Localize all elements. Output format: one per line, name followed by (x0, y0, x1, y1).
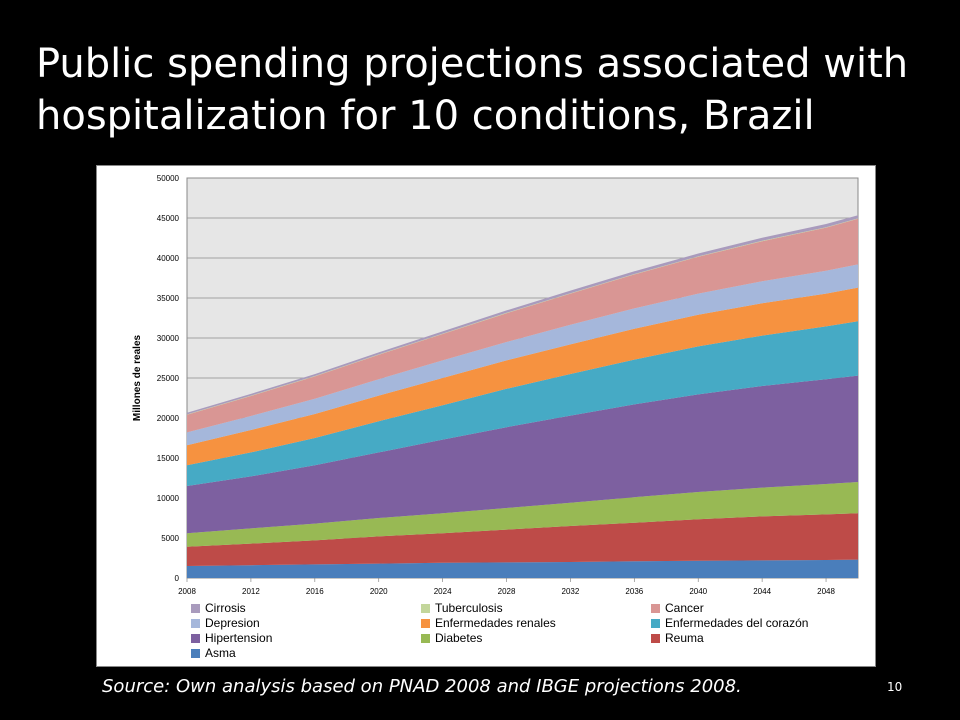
y-tick-label: 30000 (157, 334, 180, 343)
legend-item: Enfermedades renales (421, 615, 556, 631)
x-tick-label: 2020 (370, 587, 388, 596)
chart-legend: Cirrosis Tuberculosis Cancer Depresion Enfer… (96, 600, 876, 664)
x-tick-label: 2036 (625, 587, 643, 596)
legend-item: Hipertension (191, 630, 272, 646)
stacked-area-chart: 0 5000 10000 15000 20000 25000 30000 35000 40000… (96, 165, 876, 667)
y-tick-label: 35000 (157, 294, 180, 303)
x-tick-label: 2040 (689, 587, 707, 596)
area-reuma (187, 513, 858, 566)
chart-panel: 0 5000 10000 15000 20000 25000 30000 35000 40000… (96, 165, 876, 667)
area-depresion (187, 264, 858, 446)
y-tick-label: 0 (175, 574, 180, 583)
legend-item: Reuma (651, 630, 704, 646)
y-tick-label: 5000 (161, 534, 179, 543)
x-tick-label: 2044 (753, 587, 771, 596)
legend-item: Cancer (651, 600, 704, 616)
y-tick-label: 50000 (157, 174, 180, 183)
source-note: Source: Own analysis based on PNAD 2008 … (102, 676, 742, 697)
x-tick-label: 2012 (242, 587, 260, 596)
legend-item: Tuberculosis (421, 600, 503, 616)
legend-swatch (191, 633, 200, 643)
legend-label: Diabetes (435, 631, 483, 645)
y-axis-label: Millones de reales (132, 334, 143, 421)
legend-label: Enfermedades renales (435, 616, 556, 630)
x-tick-label: 2048 (817, 587, 835, 596)
x-tick-label: 2028 (498, 587, 516, 596)
legend-swatch (651, 618, 660, 628)
x-tick-label: 2016 (306, 587, 324, 596)
legend-item: Enfermedades del corazón (651, 615, 808, 631)
x-tick-label: 2008 (178, 587, 196, 596)
legend-swatch (651, 633, 660, 643)
area-diabetes (187, 482, 858, 547)
area-cancer (187, 218, 858, 433)
area-cirrosis (187, 215, 858, 415)
y-tick-label: 40000 (157, 254, 180, 263)
legend-item: Asma (191, 645, 236, 661)
legend-item: Diabetes (421, 630, 482, 646)
legend-label: Cancer (665, 601, 704, 615)
y-tick-label: 45000 (157, 214, 180, 223)
legend-swatch (651, 603, 660, 613)
legend-swatch (191, 618, 200, 628)
legend-item: Cirrosis (191, 600, 246, 616)
legend-label: Depresion (205, 616, 260, 630)
legend-swatch (191, 648, 200, 658)
area-asma (187, 559, 858, 578)
legend-item: Depresion (191, 615, 260, 631)
y-tick-label: 25000 (157, 374, 180, 383)
legend-swatch (421, 618, 430, 628)
slide-title: Public spending projections associated w… (36, 41, 909, 139)
legend-label: Cirrosis (205, 601, 246, 615)
legend-label: Reuma (665, 631, 704, 645)
legend-label: Tuberculosis (435, 601, 503, 615)
y-tick-label: 20000 (157, 414, 180, 423)
legend-swatch (421, 603, 430, 613)
legend-swatch (421, 633, 430, 643)
area-hipertension (187, 375, 858, 534)
area-enfermedades-renales (187, 287, 858, 466)
x-tick-label: 2032 (562, 587, 580, 596)
area-enfermedades-del-coraz-n (187, 321, 858, 486)
legend-label: Asma (205, 646, 236, 660)
x-tick-label: 2024 (434, 587, 452, 596)
legend-label: Hipertension (205, 631, 273, 645)
y-tick-label: 15000 (157, 454, 180, 463)
page-number: 10 (887, 680, 903, 694)
legend-swatch (191, 603, 200, 613)
legend-label: Enfermedades del corazón (665, 616, 809, 630)
y-tick-label: 10000 (157, 494, 180, 503)
